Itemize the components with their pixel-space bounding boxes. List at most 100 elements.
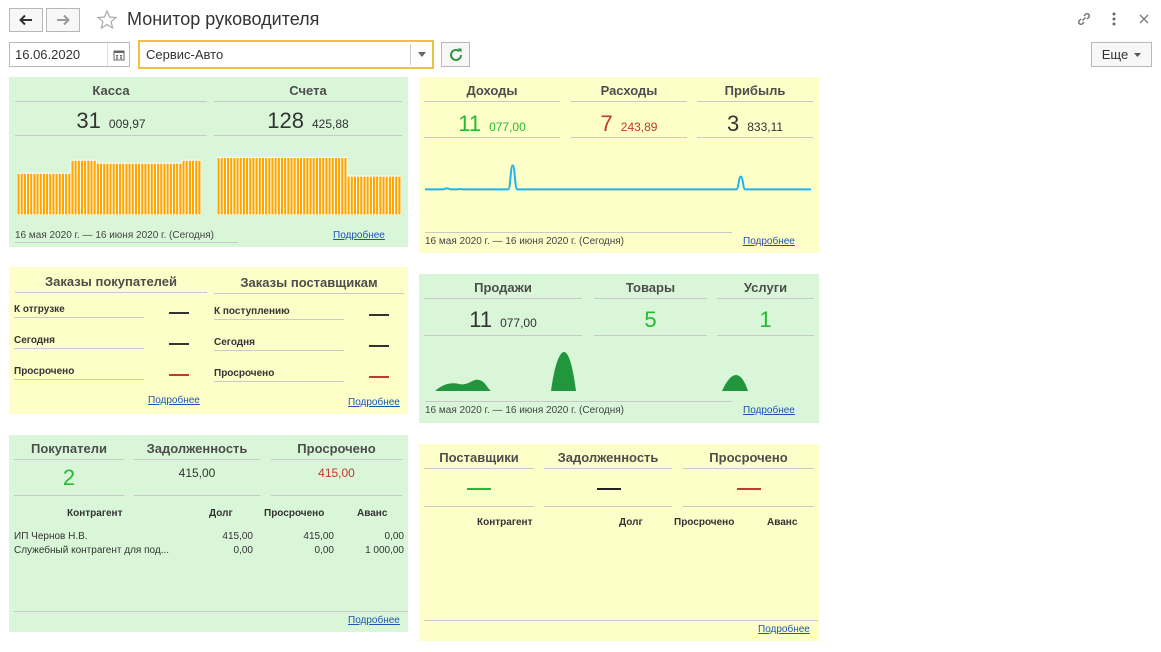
accounts-bar-chart	[217, 156, 401, 215]
overdue-value	[169, 374, 189, 376]
kassa-value: 31 009,97	[76, 108, 146, 133]
profit-value: 3 833,11	[726, 111, 784, 136]
overdue-title: Просрочено	[683, 450, 814, 469]
profit-title: Прибыль	[697, 83, 813, 102]
link-icon[interactable]	[1075, 10, 1093, 28]
refresh-button[interactable]	[441, 42, 470, 67]
buyers-count: 2	[62, 465, 76, 490]
column-header: Просрочено	[264, 508, 325, 519]
sales-title: Продажи	[424, 280, 582, 299]
sales-more-link[interactable]: Подробнее	[743, 405, 795, 416]
arrow-right-icon	[57, 14, 70, 26]
debt-title: Задолженность	[544, 450, 672, 469]
table-cell[interactable]: Служебный контрагент для под...	[14, 545, 170, 556]
table-cell: 1 000,00	[365, 545, 404, 556]
table-cell: 0,00	[233, 545, 253, 556]
sales-panel: Продажи Товары Услуги 11 077,00 5 1 16 ма…	[419, 274, 819, 423]
organization-value: Сервис-Авто	[146, 47, 224, 62]
table-cell: 415,00	[222, 531, 253, 542]
cash-more-link[interactable]: Подробнее	[333, 230, 385, 241]
close-icon[interactable]	[1135, 10, 1153, 28]
organization-select[interactable]: Сервис-Авто	[138, 40, 434, 69]
column-header: Долг	[209, 508, 233, 519]
today-value	[169, 343, 189, 345]
overdue-title: Просрочено	[271, 441, 402, 460]
chevron-down-icon[interactable]	[410, 44, 432, 65]
overdue-label: Просрочено	[214, 368, 275, 379]
buyers-panel: Покупатели Задолженность Просрочено 2 41…	[9, 435, 408, 632]
sales-area-chart	[435, 352, 748, 391]
column-header: Аванс	[357, 508, 388, 519]
date-field[interactable]: 16.06.2020	[9, 42, 130, 67]
to-receive-value	[369, 314, 389, 316]
finance-panel: Доходы Расходы Прибыль 11 077,00 7 243,89 …	[419, 77, 819, 253]
more-label: Еще	[1101, 47, 1129, 62]
debt-value: 415,00	[178, 466, 216, 480]
back-button[interactable]	[9, 8, 43, 32]
kassa-bar-chart	[17, 159, 201, 215]
today-label: Сегодня	[14, 335, 56, 346]
customer-orders-title: Заказы покупателей	[15, 274, 207, 293]
to-ship-label: К отгрузке	[14, 304, 65, 315]
column-header: Долг	[619, 517, 643, 528]
period-text: 16 мая 2020 г. — 16 июня 2020 г. (Сегодн…	[425, 405, 625, 416]
accounts-title: Счета	[214, 83, 402, 102]
goods-value: 5	[644, 307, 657, 332]
expenses-value: 7 243,89	[600, 111, 658, 136]
more-vertical-icon[interactable]	[1105, 10, 1123, 28]
buyers-more-link[interactable]: Подробнее	[348, 615, 400, 626]
table-cell[interactable]: ИП Чернов Н.В.	[14, 531, 88, 542]
services-title: Услуги	[717, 280, 814, 299]
accounts-value: 128 425,88	[267, 108, 349, 133]
suppliers-more-link[interactable]: Подробнее	[758, 624, 810, 635]
bar	[397, 175, 401, 215]
bar	[197, 159, 201, 215]
supplier-orders-more-link[interactable]: Подробнее	[348, 397, 400, 408]
column-header: Просрочено	[674, 517, 735, 528]
date-value: 16.06.2020	[15, 47, 81, 62]
page-title: Монитор руководителя	[127, 9, 320, 29]
orders-panel: Заказы покупателей Заказы поставщикам К …	[9, 267, 408, 414]
cash-panel: Касса Счета 31 009,97 128 425,88 16 мая 20…	[9, 77, 408, 247]
income-title: Доходы	[424, 83, 560, 102]
calendar-icon[interactable]	[107, 43, 129, 66]
overdue-value	[737, 488, 761, 490]
period-text: 16 мая 2020 г. — 16 июня 2020 г. (Сегодн…	[425, 236, 625, 247]
overdue-value	[369, 376, 389, 378]
table-cell: 415,00	[303, 531, 334, 542]
finance-more-link[interactable]: Подробнее	[743, 236, 795, 247]
table-cell: 0,00	[314, 545, 334, 556]
income-trend-chart	[425, 164, 811, 191]
chevron-down-icon	[1134, 52, 1142, 57]
column-header: Контрагент	[67, 508, 123, 519]
star-icon[interactable]	[96, 9, 118, 31]
overdue-value: 415,00	[318, 466, 355, 480]
more-button[interactable]: Еще	[1091, 42, 1152, 67]
today-value	[369, 345, 389, 347]
kassa-title: Касса	[15, 83, 207, 102]
services-value: 1	[759, 307, 772, 332]
debt-title: Задолженность	[134, 441, 260, 460]
customer-orders-more-link[interactable]: Подробнее	[148, 395, 200, 406]
trend-line	[425, 164, 811, 191]
overdue-label: Просрочено	[14, 366, 75, 377]
forward-button[interactable]	[46, 8, 80, 32]
suppliers-title: Поставщики	[424, 450, 534, 469]
supplier-orders-title: Заказы поставщикам	[214, 275, 404, 294]
suppliers-count	[467, 488, 491, 490]
goods-title: Товары	[594, 280, 707, 299]
sales-value: 11 077,00	[469, 307, 537, 332]
period-text: 16 мая 2020 г. — 16 июня 2020 г. (Сегодн…	[15, 230, 215, 241]
refresh-icon	[449, 48, 462, 61]
column-header: Аванс	[767, 517, 798, 528]
today-label: Сегодня	[214, 337, 256, 348]
debt-value	[597, 488, 621, 490]
suppliers-panel: Поставщики Задолженность Просрочено Конт…	[419, 444, 819, 641]
to-ship-value	[169, 312, 189, 314]
to-receive-label: К поступлению	[214, 306, 290, 317]
buyers-title: Покупатели	[14, 441, 124, 460]
income-value: 11 077,00	[458, 111, 526, 136]
table-cell: 0,00	[384, 531, 404, 542]
column-header: Контрагент	[477, 517, 533, 528]
arrow-left-icon	[19, 14, 32, 26]
